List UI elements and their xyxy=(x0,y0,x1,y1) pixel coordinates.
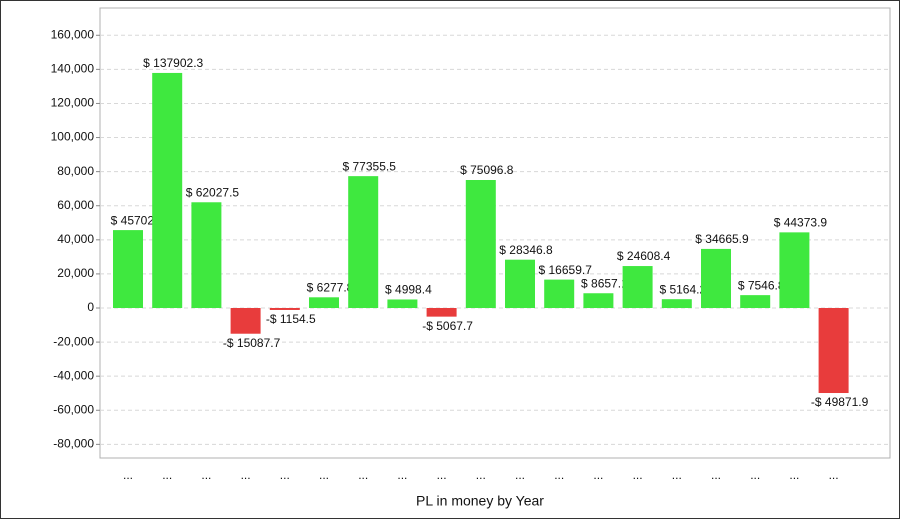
y-tick-label: 40,000 xyxy=(57,232,94,246)
bar xyxy=(348,176,379,308)
data-label: $ 62027.5 xyxy=(186,185,240,199)
data-label: -$ 1154.5 xyxy=(266,312,316,326)
bar xyxy=(661,299,692,308)
bar xyxy=(152,72,183,308)
x-tick-label: ... xyxy=(397,468,407,482)
x-tick-label: ... xyxy=(476,468,486,482)
data-label: $ 4998.4 xyxy=(385,283,432,297)
data-label: $ 8657.1 xyxy=(581,276,628,290)
bar xyxy=(309,297,339,308)
x-tick-label: ... xyxy=(201,468,211,482)
x-tick-label: ... xyxy=(241,468,251,482)
y-tick-label: -40,000 xyxy=(53,368,94,382)
y-tick-label: 20,000 xyxy=(57,266,94,280)
x-axis-label: PL in money by Year xyxy=(416,493,544,509)
data-label: $ 5164.2 xyxy=(659,282,706,296)
data-label: $ 7546.8 xyxy=(738,278,785,292)
y-tick-label: 60,000 xyxy=(57,198,94,212)
x-tick-label: ... xyxy=(554,468,564,482)
x-tick-label: ... xyxy=(789,468,799,482)
x-tick-label: ... xyxy=(750,468,760,482)
data-label: $ 77355.5 xyxy=(343,159,397,173)
y-tick-label: 160,000 xyxy=(51,27,95,41)
data-label: $ 137902.3 xyxy=(143,56,203,70)
x-tick-label: ... xyxy=(672,468,682,482)
y-tick-label: 100,000 xyxy=(51,130,95,144)
bar xyxy=(701,248,731,308)
data-label: -$ 15087.7 xyxy=(223,336,281,350)
data-label: $ 75096.8 xyxy=(460,163,514,177)
x-tick-label: ... xyxy=(515,468,525,482)
data-label: $ 16659.7 xyxy=(539,263,593,277)
bar xyxy=(622,266,653,308)
x-tick-label: ... xyxy=(593,468,603,482)
bar xyxy=(191,202,222,308)
y-tick-label: 80,000 xyxy=(57,164,94,178)
data-label: -$ 5067.7 xyxy=(422,319,473,333)
bar xyxy=(779,232,810,308)
y-tick-label: 0 xyxy=(87,300,94,314)
data-label: -$ 49871.9 xyxy=(811,395,869,409)
bar xyxy=(544,279,575,308)
data-label: $ 44373.9 xyxy=(774,216,828,230)
bar xyxy=(269,308,300,310)
y-tick-label: 120,000 xyxy=(51,96,95,110)
x-tick-label: ... xyxy=(633,468,643,482)
bar xyxy=(387,299,418,308)
x-tick-label: ... xyxy=(829,468,839,482)
x-tick-label: ... xyxy=(319,468,329,482)
x-tick-label: ... xyxy=(162,468,172,482)
y-tick-label: -60,000 xyxy=(53,402,94,416)
bar xyxy=(818,308,849,394)
x-tick-label: ... xyxy=(123,468,133,482)
y-tick-label: -80,000 xyxy=(53,437,94,451)
bar xyxy=(505,259,535,308)
data-label: $ 28346.8 xyxy=(499,243,553,257)
x-tick-label: ... xyxy=(280,468,290,482)
bar xyxy=(740,295,771,308)
y-tick-label: 140,000 xyxy=(51,62,95,76)
bar xyxy=(113,230,143,308)
bar xyxy=(426,308,457,317)
bar xyxy=(230,308,261,334)
bar xyxy=(583,293,614,308)
y-tick-label: -20,000 xyxy=(53,334,94,348)
data-label: $ 34665.9 xyxy=(695,232,749,246)
data-label: $ 45702. xyxy=(111,213,158,227)
bar xyxy=(465,179,496,308)
x-tick-label: ... xyxy=(437,468,447,482)
data-label: $ 6277.8 xyxy=(307,280,354,294)
x-tick-label: ... xyxy=(711,468,721,482)
data-label: $ 24608.4 xyxy=(617,249,671,263)
x-tick-label: ... xyxy=(358,468,368,482)
